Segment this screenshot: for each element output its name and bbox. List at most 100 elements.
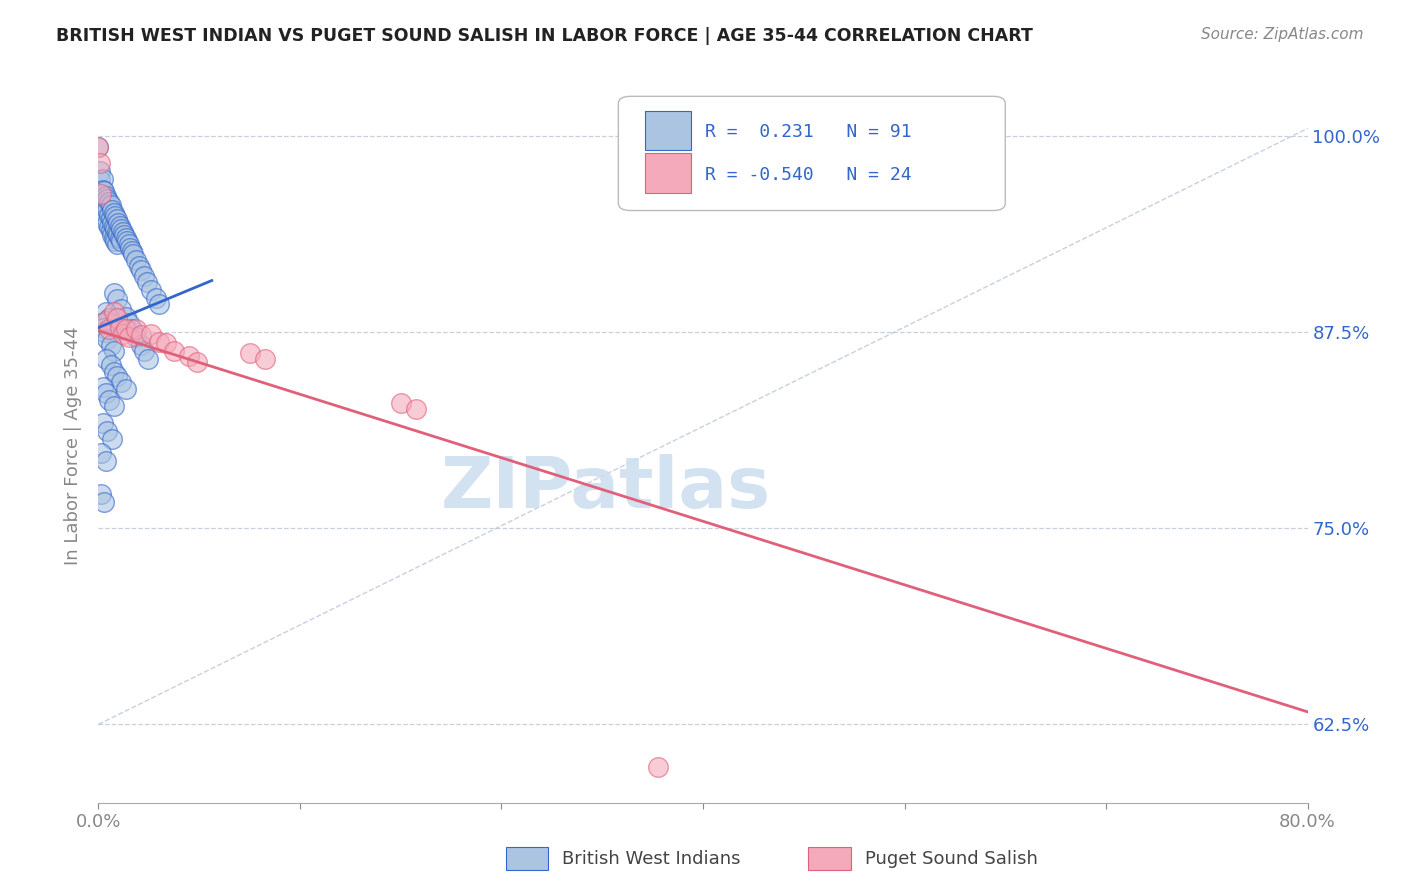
- Point: [94, 351, 117, 366]
- Point: [105, 225, 128, 239]
- Point: [90, 187, 112, 202]
- Point: [112, 228, 135, 243]
- Point: [104, 324, 127, 338]
- Point: [103, 286, 125, 301]
- Point: [103, 399, 125, 413]
- Point: [91, 380, 114, 394]
- Point: [129, 262, 152, 277]
- Point: [405, 402, 427, 417]
- Point: [141, 326, 163, 341]
- Point: [110, 301, 132, 316]
- Text: R =  0.231   N = 91: R = 0.231 N = 91: [706, 123, 912, 141]
- Point: [103, 364, 125, 378]
- Point: [114, 231, 136, 245]
- Point: [118, 316, 141, 330]
- Point: [100, 223, 122, 237]
- Point: [93, 195, 115, 210]
- Point: [91, 183, 114, 197]
- Point: [89, 156, 111, 170]
- Point: [148, 334, 170, 349]
- Point: [120, 241, 142, 255]
- Point: [98, 322, 121, 336]
- Point: [89, 163, 111, 178]
- Point: [103, 219, 125, 233]
- Point: [111, 225, 134, 239]
- Point: [103, 231, 125, 245]
- Point: [105, 212, 128, 227]
- Y-axis label: In Labor Force | Age 35-44: In Labor Force | Age 35-44: [65, 326, 83, 566]
- Point: [128, 260, 150, 274]
- Point: [100, 358, 122, 372]
- Point: [132, 268, 155, 283]
- Text: ZIPatlas: ZIPatlas: [441, 454, 772, 524]
- Point: [93, 326, 115, 340]
- Point: [94, 211, 117, 225]
- FancyBboxPatch shape: [619, 96, 1005, 211]
- Point: [96, 332, 118, 346]
- Point: [94, 305, 117, 319]
- Point: [111, 326, 134, 341]
- Point: [96, 215, 118, 229]
- Point: [105, 311, 128, 326]
- Point: [90, 316, 112, 330]
- Point: [98, 208, 121, 222]
- Point: [98, 195, 121, 210]
- Point: [108, 320, 131, 334]
- Point: [103, 344, 125, 359]
- Point: [141, 283, 163, 297]
- Point: [148, 297, 170, 311]
- Point: [101, 228, 124, 243]
- Point: [91, 171, 114, 186]
- Point: [132, 344, 155, 359]
- Point: [101, 432, 124, 446]
- Point: [105, 369, 128, 384]
- Point: [107, 215, 129, 229]
- Point: [145, 291, 167, 305]
- Point: [91, 320, 114, 334]
- Point: [122, 247, 145, 261]
- Point: [239, 345, 262, 359]
- Point: [108, 231, 131, 245]
- Point: [125, 322, 148, 336]
- Point: [98, 220, 121, 235]
- Point: [104, 209, 127, 223]
- Point: [103, 305, 125, 319]
- Point: [100, 198, 122, 212]
- Point: [101, 318, 124, 332]
- Point: [96, 202, 118, 217]
- Point: [94, 454, 117, 468]
- Point: [647, 760, 669, 774]
- Point: [115, 235, 138, 249]
- Point: [186, 355, 208, 369]
- Point: [107, 228, 129, 243]
- Point: [101, 202, 124, 217]
- Point: [135, 275, 157, 289]
- Point: [114, 310, 136, 324]
- Point: [125, 253, 148, 268]
- Point: [121, 244, 143, 258]
- Point: [129, 328, 152, 343]
- Point: [94, 386, 117, 401]
- Point: [136, 351, 159, 366]
- Point: [253, 351, 276, 366]
- FancyBboxPatch shape: [645, 153, 690, 193]
- Point: [121, 322, 143, 336]
- Point: [91, 417, 114, 431]
- Text: British West Indians: British West Indians: [562, 850, 741, 868]
- Point: [100, 338, 122, 352]
- Point: [110, 235, 132, 249]
- Point: [87, 140, 110, 154]
- Point: [118, 237, 141, 252]
- Point: [110, 221, 132, 235]
- Point: [163, 344, 186, 359]
- Point: [155, 336, 177, 351]
- Point: [114, 382, 136, 396]
- Point: [100, 211, 122, 225]
- Point: [90, 446, 112, 460]
- Point: [125, 330, 148, 344]
- Point: [108, 219, 131, 233]
- Point: [110, 376, 132, 390]
- Text: Puget Sound Salish: Puget Sound Salish: [865, 850, 1038, 868]
- Point: [93, 204, 115, 219]
- Point: [94, 189, 117, 203]
